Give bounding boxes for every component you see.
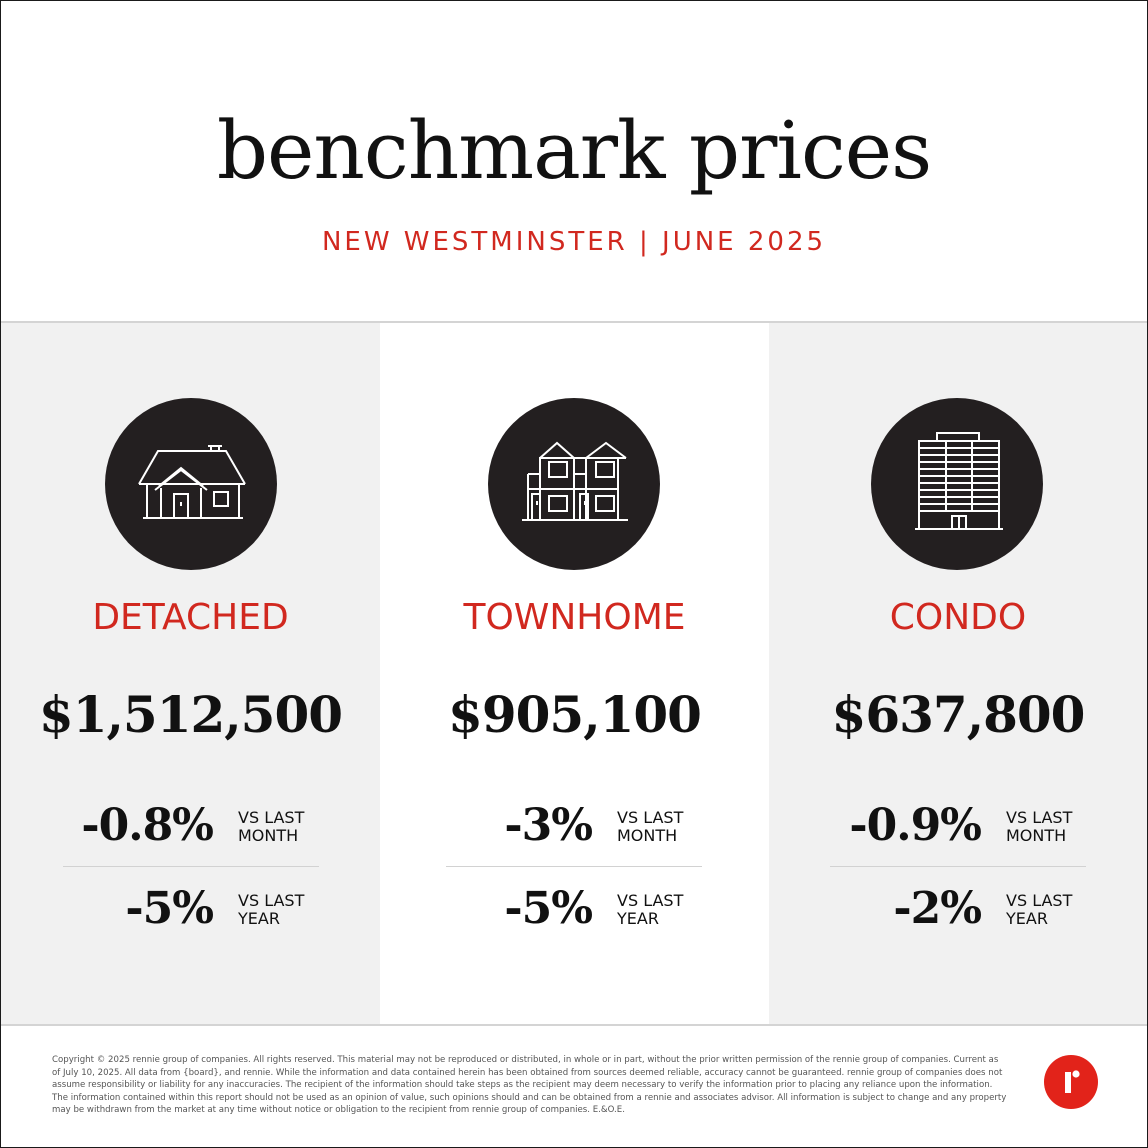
footer: Copyright © 2025 rennie group of compani…: [1, 1026, 1147, 1147]
benchmark-price: $905,100: [448, 685, 702, 744]
year-text: YEAR: [238, 909, 280, 928]
benchmark-price: $1,512,500: [38, 685, 343, 744]
stat-divider: [830, 866, 1086, 867]
month-change-row: -0.9% VS LAST MONTH: [769, 796, 1147, 856]
year-text: YEAR: [1006, 909, 1048, 928]
stat-divider: [446, 866, 702, 867]
header-divider: [1, 321, 1147, 323]
month-text: MONTH: [617, 826, 678, 845]
vs-last-text: VS LAST: [617, 891, 684, 910]
month-change-value: -0.9%: [849, 800, 982, 851]
condo-building-icon: [915, 432, 1003, 530]
month-change-value: -0.8%: [81, 800, 214, 851]
year-change-label: VS LAST YEAR: [238, 892, 348, 928]
month-text: MONTH: [1006, 826, 1067, 845]
panel-detached: DETACHED $1,512,500 -0.8% VS LAST MONTH …: [1, 323, 380, 1024]
page-title: benchmark prices: [216, 104, 932, 197]
year-text: YEAR: [617, 909, 659, 928]
panel-townhome: TOWNHOME $905,100 -3% VS LAST MONTH -5% …: [380, 323, 769, 1024]
stat-divider: [63, 866, 319, 867]
month-change-label: VS LAST MONTH: [238, 809, 348, 845]
year-change-value: -5%: [504, 883, 593, 934]
month-change-value: -3%: [504, 800, 593, 851]
month-change-row: -0.8% VS LAST MONTH: [1, 796, 380, 856]
panel-condo: CONDO $637,800 -0.9% VS LAST MONTH -2% V…: [769, 323, 1147, 1024]
vs-last-text: VS LAST: [238, 808, 305, 827]
legal-disclaimer: Copyright © 2025 rennie group of compani…: [52, 1055, 1007, 1116]
footer-divider: [1, 1024, 1147, 1026]
month-text: MONTH: [238, 826, 299, 845]
year-change-label: VS LAST YEAR: [617, 892, 727, 928]
year-change-label: VS LAST YEAR: [1006, 892, 1116, 928]
header: benchmark prices NEW WESTMINSTER | JUNE …: [1, 1, 1147, 321]
year-change-row: -5% VS LAST YEAR: [1, 879, 380, 939]
category-label: CONDO: [889, 597, 1027, 638]
detached-house-icon: [138, 445, 246, 519]
year-change-row: -2% VS LAST YEAR: [769, 879, 1147, 939]
category-label: TOWNHOME: [463, 597, 686, 638]
month-change-label: VS LAST MONTH: [617, 809, 727, 845]
page-subtitle: NEW WESTMINSTER | JUNE 2025: [321, 227, 827, 257]
year-change-row: -5% VS LAST YEAR: [380, 879, 769, 939]
townhome-icon-circle: [488, 398, 660, 570]
year-change-value: -2%: [893, 883, 982, 934]
category-label: DETACHED: [92, 597, 289, 638]
rennie-logo-mark: [1065, 1070, 1080, 1093]
price-panels: DETACHED $1,512,500 -0.8% VS LAST MONTH …: [1, 323, 1147, 1024]
townhome-icon: [522, 441, 628, 521]
vs-last-text: VS LAST: [1006, 808, 1073, 827]
rennie-logo-icon: [1044, 1055, 1098, 1109]
detached-icon-circle: [105, 398, 277, 570]
benchmark-price: $637,800: [831, 685, 1086, 744]
vs-last-text: VS LAST: [238, 891, 305, 910]
vs-last-text: VS LAST: [1006, 891, 1073, 910]
year-change-value: -5%: [125, 883, 214, 934]
month-change-row: -3% VS LAST MONTH: [380, 796, 769, 856]
condo-icon-circle: [871, 398, 1043, 570]
vs-last-text: VS LAST: [617, 808, 684, 827]
month-change-label: VS LAST MONTH: [1006, 809, 1116, 845]
